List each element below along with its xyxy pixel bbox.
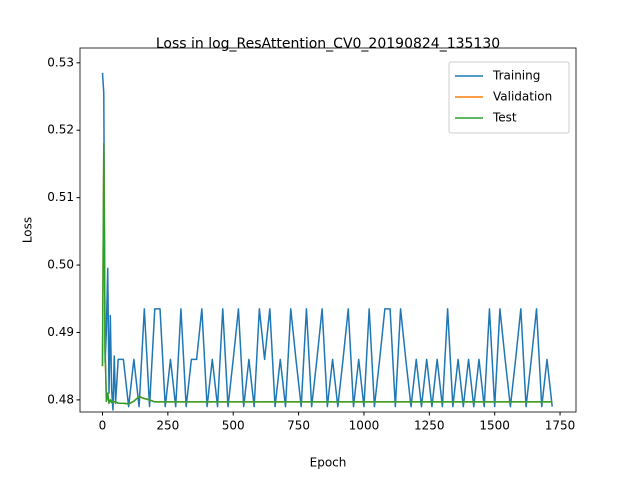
- y-tick-label: 0.52: [47, 123, 74, 137]
- y-tick-label: 0.50: [47, 258, 74, 272]
- x-tick-label: 1500: [479, 419, 510, 433]
- legend-label: Training: [492, 69, 540, 83]
- y-tick-label: 0.51: [47, 190, 74, 204]
- y-axis-label: Loss: [21, 217, 35, 243]
- x-tick-label: 750: [287, 419, 310, 433]
- line-series: [101, 72, 553, 411]
- x-axis-label: Epoch: [310, 456, 347, 470]
- y-tick-label: 0.53: [47, 55, 74, 69]
- x-tick-label: 1000: [349, 419, 380, 433]
- x-tick-label: 500: [222, 419, 245, 433]
- chart-title: Loss in log_ResAttention_CV0_20190824_13…: [156, 36, 500, 52]
- legend-label: Test: [492, 111, 517, 125]
- y-tick-label: 0.48: [47, 392, 74, 406]
- legend-box: [448, 61, 570, 134]
- x-tick-label: 250: [156, 419, 179, 433]
- y-tick-label: 0.49: [47, 325, 74, 339]
- line-series: [101, 142, 553, 405]
- x-tick-label: 1250: [414, 419, 445, 433]
- x-tick-label: 1750: [545, 419, 576, 433]
- x-tick-label: 0: [99, 419, 107, 433]
- axes-frame: [79, 47, 577, 413]
- legend-label: Validation: [493, 90, 552, 104]
